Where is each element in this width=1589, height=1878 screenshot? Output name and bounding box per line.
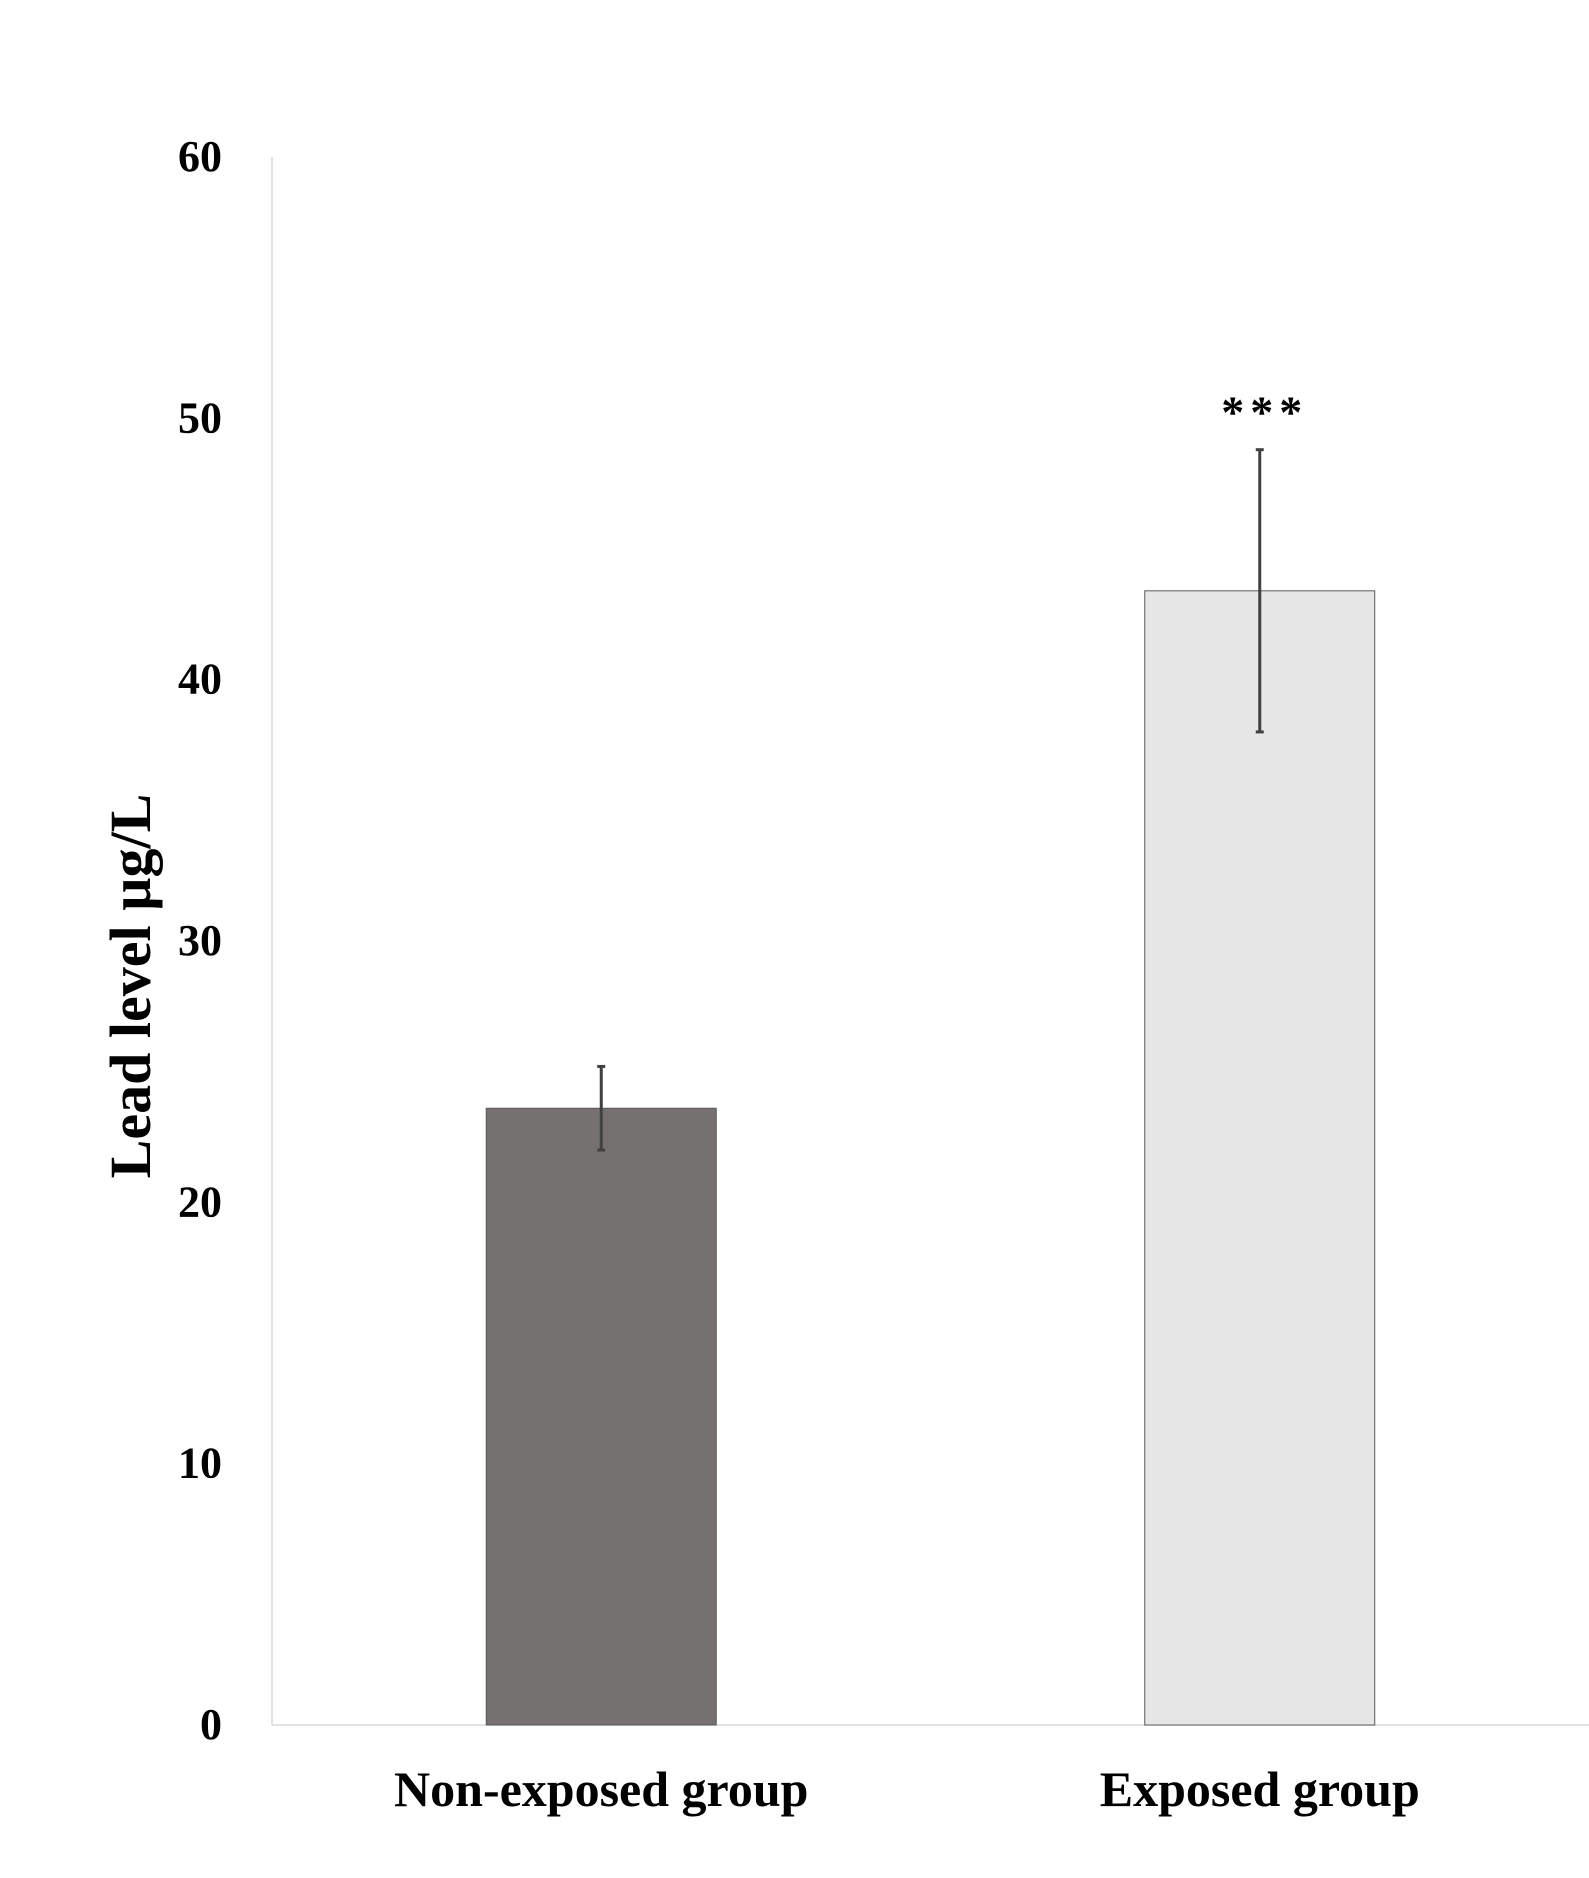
- y-tick-label: 20: [178, 1177, 222, 1226]
- significance-marker: ***: [1221, 387, 1308, 438]
- bars: [485, 590, 1376, 1726]
- y-tick-label: 10: [178, 1439, 222, 1488]
- x-tick-label: Non-exposed group: [394, 1761, 808, 1817]
- bar: [485, 1107, 717, 1726]
- x-tick-label: Exposed group: [1100, 1761, 1420, 1817]
- y-tick-label: 40: [178, 655, 222, 704]
- error-bars: [597, 448, 1264, 1152]
- y-axis-title: Lead level µg/L: [98, 794, 163, 1179]
- x-axis: Non-exposed group Exposed group: [272, 1724, 1589, 1817]
- y-tick-label: 0: [200, 1700, 222, 1749]
- y-tick-label: 50: [178, 393, 222, 442]
- significance-annotations: ***: [1221, 387, 1308, 438]
- y-axis: 0 10 20 30 40 50 60: [178, 132, 273, 1749]
- y-tick-label: 30: [178, 916, 222, 965]
- bar: [1144, 590, 1376, 1726]
- y-tick-label: 60: [178, 132, 222, 181]
